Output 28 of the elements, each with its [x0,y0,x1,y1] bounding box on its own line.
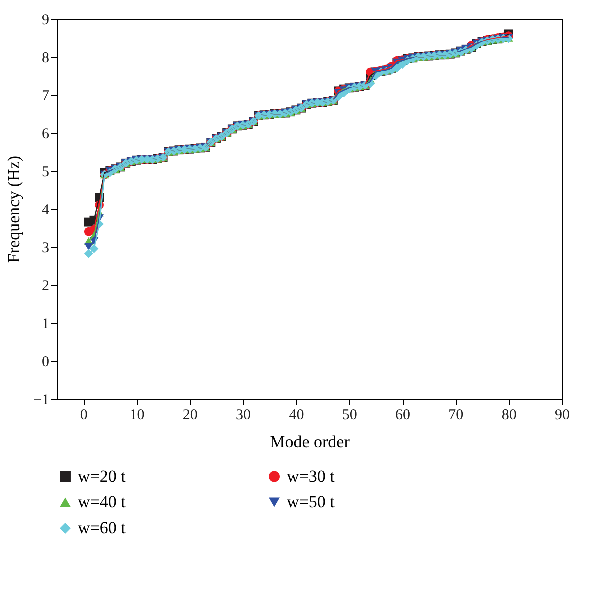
y-tick-label: −1 [34,392,50,408]
x-tick-label: 20 [182,408,198,424]
legend-label: w=50 t [287,492,336,512]
x-tick-label: 40 [289,408,304,424]
y-tick-label: 7 [42,88,50,104]
x-tick-label: 80 [502,408,517,424]
y-axis-title: Frequency (Hz) [4,156,24,264]
x-tick-label: 70 [448,408,464,424]
legend-label: w=20 t [78,466,126,486]
x-tick-label: 0 [80,408,88,424]
y-tick-label: 1 [42,316,50,332]
x-tick-label: 30 [236,408,252,424]
y-tick-label: 4 [42,202,50,218]
y-tick-label: 3 [42,240,50,256]
x-tick-label: 50 [342,408,358,424]
y-tick-label: 8 [42,50,50,66]
y-tick-label: 0 [42,354,50,370]
legend-label: w=60 t [78,518,126,538]
x-axis-title: Mode order [270,432,350,452]
y-tick-label: 2 [42,278,50,294]
y-tick-label: 6 [42,126,50,142]
x-tick-label: 60 [396,408,411,424]
legend-label: w=30 t [287,466,336,486]
y-tick-label: 9 [42,12,50,28]
x-tick-label: 90 [555,408,570,424]
y-tick-label: 5 [42,164,50,180]
x-tick-label: 10 [130,408,145,424]
legend-label: w=40 t [78,492,126,512]
